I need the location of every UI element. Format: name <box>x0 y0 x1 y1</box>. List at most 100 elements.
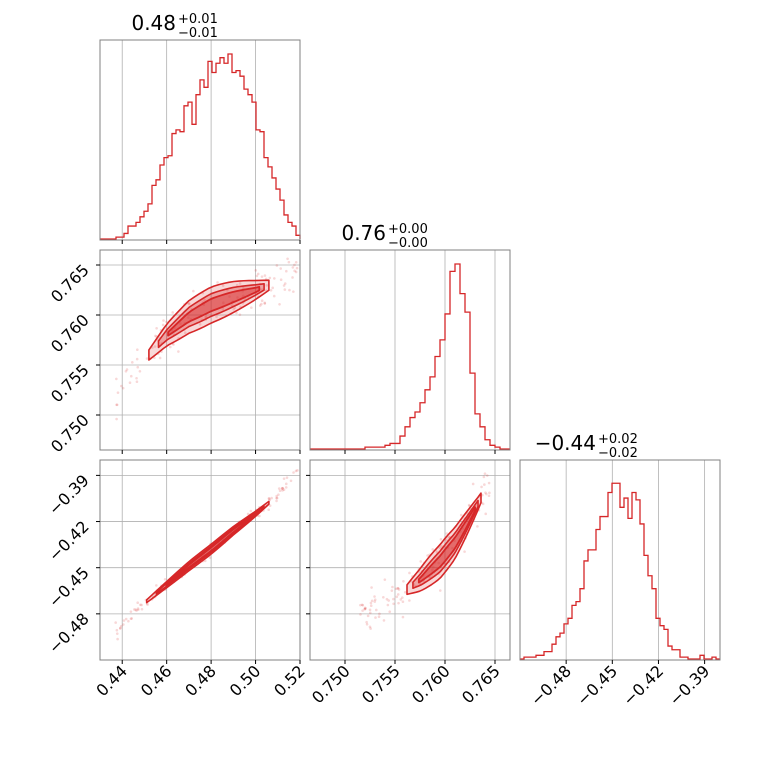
scatter-p1-p3-sample <box>268 504 272 507</box>
scatter-p1-p3-sample <box>281 486 284 490</box>
scatter-p1-p2-sample <box>120 384 123 388</box>
scatter-p2-p3-sample <box>483 483 486 486</box>
scatter-p2-p3-sample <box>437 561 440 565</box>
scatter-p2-p3-sample <box>373 595 376 598</box>
scatter-p1-p3-ytick-label-2: −0.42 <box>45 517 93 565</box>
scatter-p1-p2-sample <box>293 269 296 273</box>
scatter-p2-p3-sample <box>373 600 377 603</box>
scatter-p2-p3-sample <box>373 598 377 601</box>
hist-p3-title: −0.44 +0.02−0.02 <box>535 431 638 461</box>
scatter-p1-p3-sample <box>203 559 207 563</box>
scatter-p1-p2-sample <box>256 272 260 276</box>
scatter-p2-p3-sample <box>487 481 491 485</box>
hist-p3-title-value: −0.44 <box>535 431 596 455</box>
scatter-p2-p3-sample <box>402 579 405 583</box>
scatter-p2-p3-sample <box>360 603 364 607</box>
scatter-p2-p3-xtick-label-0: 0.750 <box>308 661 354 707</box>
scatter-p1-p2-sample <box>129 374 133 378</box>
scatter-p1-p3-sample <box>130 617 134 620</box>
scatter-p2-p3-sample <box>378 612 381 616</box>
scatter-p1-p3-sample <box>267 497 271 500</box>
scatter-p1-p2-sample <box>272 294 276 298</box>
scatter-p1-p2-sample <box>187 302 191 306</box>
hist-p2-title-plus: +0.00 <box>388 222 428 237</box>
scatter-p2-p3-sample <box>374 608 378 612</box>
hist-p1-title-minus: −0.01 <box>178 26 218 41</box>
scatter-p2-p3-sample <box>392 602 395 606</box>
scatter-p1-p3-sample <box>275 494 278 498</box>
scatter-p2-p3-sample <box>368 608 372 612</box>
scatter-p1-p3-sample <box>136 608 140 612</box>
scatter-p1-p3-sample <box>278 489 282 493</box>
scatter-p2-p3-sample <box>426 554 429 557</box>
scatter-p2-p3-sample <box>401 615 405 619</box>
scatter-p1-p2-sample <box>155 327 158 330</box>
hist-p1-title: 0.48 +0.01−0.01 <box>131 11 217 41</box>
scatter-p1-p2-sample <box>222 301 225 304</box>
scatter-p1-p2-sample <box>177 350 180 353</box>
scatter-p1-p2-sample <box>265 284 269 287</box>
scatter-p2-p3-sample <box>400 596 404 599</box>
scatter-p1-p2-sample <box>260 302 263 306</box>
scatter-p1-p3-sample <box>292 471 295 474</box>
scatter-p2-p3-sample <box>396 586 400 590</box>
scatter-p1-p2-sample <box>238 282 242 285</box>
scatter-p1-p2-sample <box>235 311 238 315</box>
scatter-p1-p2-sample <box>250 306 253 309</box>
scatter-p1-p2-sample <box>161 323 165 327</box>
scatter-p1-p3-sample <box>208 556 212 559</box>
scatter-p2-p3-sample <box>487 494 491 498</box>
scatter-p2-p3-sample <box>408 571 411 575</box>
scatter-p1-p2-sample <box>287 260 291 264</box>
scatter-p1-p3-panel: 0.44 0.46 0.48 0.50 0.52 −0.48−0.45−0.42−0.39 <box>45 459 309 700</box>
scatter-p1-p2-sample <box>294 270 298 274</box>
scatter-p1-p2-sample <box>292 290 295 293</box>
scatter-p1-p2-ytick-label-1: 0.755 <box>47 360 93 406</box>
scatter-p1-p2-sample <box>295 266 299 270</box>
scatter-p2-p3-sample <box>391 585 394 589</box>
scatter-p2-p3-sample <box>481 502 485 506</box>
scatter-p2-p3-sample <box>408 599 411 602</box>
scatter-p1-p3-sample <box>281 486 284 490</box>
scatter-p1-p2-sample <box>216 281 219 284</box>
scatter-p2-p3-sample <box>397 601 400 605</box>
scatter-p1-p2-sample <box>254 269 258 272</box>
scatter-p1-p2-sample <box>183 331 187 335</box>
scatter-p1-p3-contour-3 <box>165 509 261 587</box>
scatter-p2-p3-sample <box>359 603 362 607</box>
scatter-p1-p2-sample <box>221 308 225 311</box>
scatter-p1-p2-sample <box>263 274 267 277</box>
scatter-p1-p2-sample <box>269 289 273 292</box>
scatter-p1-p2-sample <box>283 282 287 285</box>
scatter-p1-p3-sample <box>146 603 149 606</box>
scatter-p2-p3-sample <box>370 586 373 589</box>
hist-p2-step-line <box>310 263 510 450</box>
scatter-p2-p3-sample <box>396 587 400 590</box>
scatter-p2-p3-sample <box>476 525 479 528</box>
scatter-p1-p2-sample <box>198 323 202 326</box>
scatter-p1-p3-sample <box>289 479 293 483</box>
hist-p1-frame <box>99 39 301 241</box>
scatter-p1-p2-sample <box>286 257 289 261</box>
scatter-p1-p3-density <box>114 469 299 641</box>
scatter-p1-p2-sample <box>153 345 157 348</box>
scatter-p1-p3-sample <box>127 619 130 623</box>
scatter-p1-p2-sample <box>228 295 231 298</box>
scatter-p2-p3-sample <box>432 565 435 569</box>
scatter-p1-p2-sample <box>204 315 207 319</box>
scatter-p2-p3-sample <box>440 544 443 548</box>
scatter-p2-p3-sample <box>363 606 367 610</box>
scatter-p2-p3-sample <box>397 588 401 591</box>
scatter-p1-p2-sample <box>165 320 168 324</box>
scatter-p2-p3-sample <box>399 598 403 601</box>
scatter-p1-p2-sample <box>238 313 242 316</box>
scatter-p1-p2-sample <box>255 274 259 278</box>
hist-p3-xtick-label-1: −0.45 <box>573 661 621 709</box>
hist-p3-xtick-label-3: −0.39 <box>665 661 713 709</box>
scatter-p2-p3-sample <box>485 474 489 477</box>
scatter-p1-p2-sample <box>260 299 264 302</box>
scatter-p1-p2-sample <box>187 302 191 305</box>
scatter-p2-p3-sample <box>482 475 486 479</box>
scatter-p1-p2-sample <box>115 377 118 381</box>
